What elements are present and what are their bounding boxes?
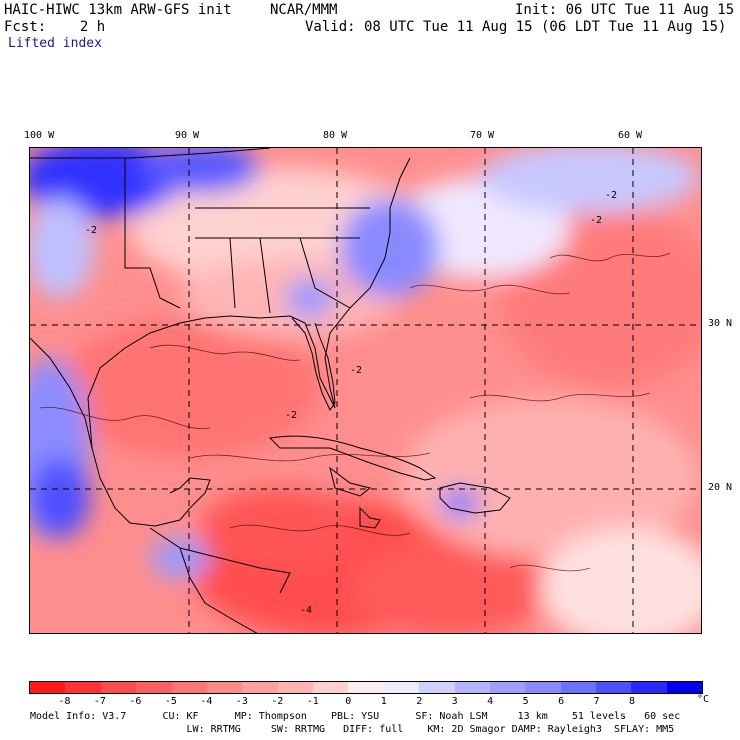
colorbar-tick-label: -8 (58, 696, 71, 707)
colorbar-tick-label: 4 (487, 696, 494, 707)
contour-label: -2 (350, 365, 362, 376)
colorbar-swatch (596, 682, 632, 693)
colorbar-tick-label: -1 (306, 696, 319, 707)
colorbar-swatch (560, 682, 596, 693)
colorbar-swatch (419, 682, 455, 693)
model-info-line1: Model Info: V3.7 CU: KF MP: Thompson PBL… (30, 711, 681, 722)
model-title: HAIC-HIWC 13km ARW-GFS init (4, 2, 232, 18)
florida-outline (291, 317, 336, 411)
field-shading (30, 148, 701, 633)
colorbar-tick-label: -2 (271, 696, 284, 707)
lat-label-20n: 20 N (708, 482, 733, 493)
lifted-index-map: -2 -2 -2 -2 -2 -4 (29, 147, 702, 634)
colorbar-swatch (666, 682, 703, 693)
colorbar-swatch (631, 682, 667, 693)
colorbar-swatch (30, 682, 66, 693)
colorbar-swatch (242, 682, 278, 693)
valid-time: Valid: 08 UTC Tue 11 Aug 15 (06 LDT Tue … (305, 19, 727, 35)
contour-label: -2 (605, 190, 617, 201)
contour-lines (39, 252, 671, 572)
coastlines (30, 148, 511, 633)
colorbar-swatch (348, 682, 384, 693)
colorbar-tick-label: -3 (235, 696, 248, 707)
colorbar-swatch (525, 682, 561, 693)
colorbar-swatch (171, 682, 207, 693)
colorbar-tick-label: 1 (380, 696, 387, 707)
colorbar-tick-label: 6 (558, 696, 565, 707)
colorbar-tick-label: 3 (451, 696, 458, 707)
colorbar-tick-label: -7 (93, 696, 106, 707)
graticule (30, 148, 701, 633)
colorbar-tick-label: 5 (522, 696, 529, 707)
lon-label-80w: 80 W (323, 130, 348, 141)
colorbar-tick-label: -5 (164, 696, 177, 707)
contour-label-group: -2 -2 -2 -2 -2 -4 (85, 190, 617, 616)
init-time: Init: 06 UTC Tue 11 Aug 15 (515, 2, 735, 18)
lon-label-60w: 60 W (618, 130, 643, 141)
colorbar (29, 681, 703, 694)
colorbar-tick-label: 8 (629, 696, 636, 707)
lon-label-70w: 70 W (470, 130, 495, 141)
colorbar-swatch (383, 682, 420, 693)
lon-label-90w: 90 W (175, 130, 200, 141)
model-info-line2: LW: RRTMG SW: RRTMG DIFF: full KM: 2D Sm… (30, 724, 675, 735)
colorbar-tick-label: 7 (593, 696, 600, 707)
colorbar-swatch (277, 682, 313, 693)
colorbar-swatch (313, 682, 349, 693)
colorbar-tick-label: 2 (416, 696, 423, 707)
field-name: Lifted index (8, 36, 102, 51)
forecast-hour: Fcst: 2 h (4, 19, 106, 35)
contour-label: -2 (285, 410, 297, 421)
contour-label: -2 (85, 225, 97, 236)
colorbar-tick-label: -6 (129, 696, 142, 707)
lon-label-100w: 100 W (24, 130, 55, 141)
contour-label: -2 (590, 215, 602, 226)
lat-label-30n: 30 N (708, 318, 733, 329)
colorbar-swatch (454, 682, 490, 693)
contour-label: -4 (300, 605, 312, 616)
org-label: NCAR/MMM (270, 2, 338, 18)
colorbar-swatch (100, 682, 137, 693)
colorbar-swatch (489, 682, 526, 693)
colorbar-swatch (65, 682, 101, 693)
colorbar-tick-label: 0 (345, 696, 352, 707)
colorbar-tick-label: -4 (200, 696, 213, 707)
colorbar-unit: °C (697, 694, 710, 705)
colorbar-swatch (136, 682, 172, 693)
colorbar-swatch (206, 682, 243, 693)
colorbar-ticks: -8 -7 -6 -5 -4 -3 -2 -1 0 1 2 3 4 5 6 7 8 (29, 696, 703, 708)
